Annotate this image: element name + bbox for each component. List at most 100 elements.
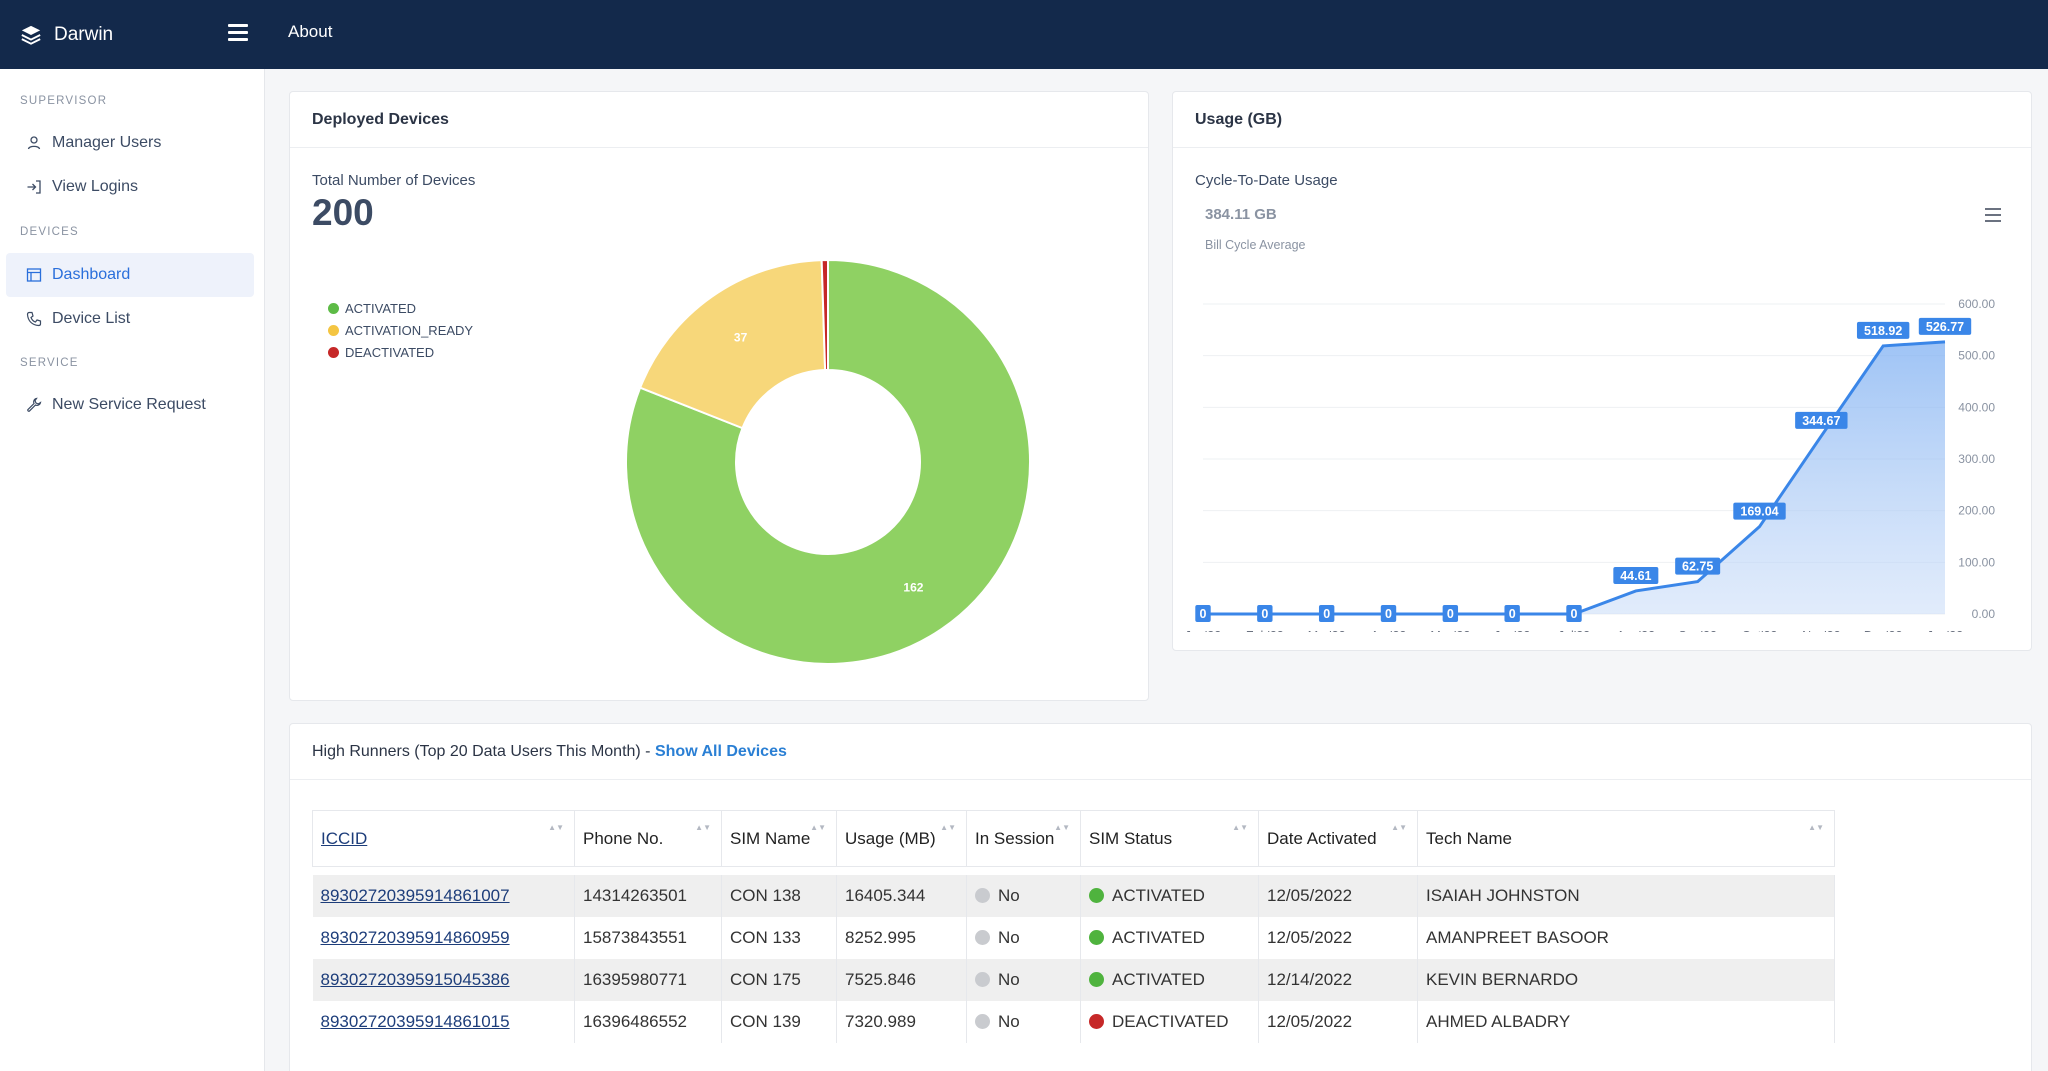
- usage-data-label[interactable]: 0: [1504, 605, 1520, 622]
- iccid-link[interactable]: 89302720395914861015: [320, 1011, 510, 1031]
- data-label-text: 0: [1261, 607, 1268, 621]
- donut-slice-deactivated[interactable]: [820, 258, 829, 372]
- usage-data-label[interactable]: 44.61: [1613, 566, 1659, 584]
- deployed-devices-card: Deployed Devices Total Number of Devices…: [289, 91, 1149, 701]
- usage-data-label[interactable]: 344.67: [1795, 411, 1848, 429]
- data-label-box: [1195, 605, 1211, 622]
- session-dot: [975, 971, 990, 987]
- usage-data-label[interactable]: 0: [1257, 605, 1273, 622]
- y-tick-label: 200.00: [1958, 504, 1995, 518]
- y-tick-label: 100.00: [1958, 555, 1995, 569]
- cell-tech-name: AMANPREET BASOOR: [1417, 916, 1835, 959]
- show-all-devices-link[interactable]: Show All Devices: [654, 742, 787, 760]
- donut-slice-activation-ready[interactable]: [638, 259, 827, 430]
- status-label: ACTIVATED: [1112, 927, 1205, 947]
- col-header-sim-status[interactable]: SIM Status ▲▼: [1080, 810, 1259, 867]
- cell-usage: 7525.846: [836, 958, 967, 1001]
- legend-item-activation-ready[interactable]: ACTIVATION_READY: [328, 319, 473, 341]
- usage-data-label[interactable]: 0: [1318, 605, 1335, 622]
- sort-icon: ▲▼: [548, 823, 564, 832]
- card-title: Deployed Devices: [290, 92, 1148, 148]
- sidebar-item-device-list[interactable]: Device List: [6, 297, 254, 341]
- sort-icon: ▲▼: [940, 823, 956, 832]
- iccid-link[interactable]: 89302720395914860959: [320, 927, 510, 947]
- iccid-link[interactable]: 89302720395915045386: [320, 969, 510, 989]
- data-label-box: [1566, 605, 1582, 622]
- legend-label: ACTIVATION_READY: [345, 322, 474, 338]
- col-header-usage[interactable]: Usage (MB) ▲▼: [836, 810, 967, 867]
- usage-data-label[interactable]: 0: [1380, 605, 1397, 622]
- sidebar-item-label: Dashboard: [52, 266, 131, 283]
- status-dot: [1089, 971, 1104, 987]
- data-label-text: 0: [1323, 607, 1330, 621]
- data-label-box: [1442, 605, 1459, 622]
- data-label-text: 344.67: [1802, 414, 1840, 428]
- data-label-text: 0: [1571, 607, 1578, 621]
- col-header-phone[interactable]: Phone No. ▲▼: [574, 810, 722, 867]
- status-label: ACTIVATED: [1112, 969, 1205, 989]
- cell-sim-name: CON 133: [721, 916, 837, 959]
- cell-phone: 16395980771: [574, 958, 722, 1001]
- usage-data-label[interactable]: 62.75: [1675, 557, 1721, 575]
- col-header-in-session[interactable]: In Session ▲▼: [966, 810, 1081, 867]
- cell-iccid[interactable]: 89302720395915045386: [312, 958, 575, 1001]
- usage-data-label[interactable]: 526.77: [1918, 317, 1972, 335]
- cell-tech-name: KEVIN BERNARDO: [1417, 958, 1835, 1001]
- cell-phone: 15873843551: [574, 916, 722, 959]
- data-label-text: 0: [1447, 607, 1454, 621]
- x-tick-label: Apr'22: [1371, 629, 1407, 632]
- cell-usage: 16405.344: [836, 874, 967, 917]
- status-label: ACTIVATED: [1112, 885, 1205, 905]
- table-row[interactable]: 89302720395914861007 14314263501 CON 138…: [312, 874, 1835, 917]
- sort-icon: ▲▼: [1808, 823, 1824, 832]
- sidebar-item-new-service-request[interactable]: New Service Request: [6, 383, 254, 427]
- table-row[interactable]: 89302720395915045386 16395980771 CON 175…: [312, 958, 1835, 1001]
- about-link[interactable]: About: [288, 22, 333, 41]
- table-row[interactable]: 89302720395914861015 16396486552 CON 139…: [312, 1000, 1835, 1043]
- y-tick-label: 500.00: [1958, 349, 1995, 363]
- cell-iccid[interactable]: 89302720395914861015: [312, 1000, 575, 1043]
- status-dot: [1089, 887, 1104, 903]
- cell-in-session: No: [966, 916, 1081, 959]
- cell-sim-status: ACTIVATED: [1080, 874, 1259, 917]
- sidebar-item-manager-users[interactable]: Manager Users: [6, 121, 254, 165]
- session-dot: [975, 1013, 990, 1029]
- legend-item-deactivated[interactable]: DEACTIVATED: [328, 341, 473, 363]
- dashboard-icon: [26, 268, 42, 282]
- col-header-iccid[interactable]: ICCID ▲▼: [312, 810, 575, 867]
- menu-toggle-icon[interactable]: [228, 22, 248, 42]
- legend-swatch: [328, 346, 339, 358]
- usage-data-label[interactable]: 0: [1195, 605, 1211, 622]
- brand[interactable]: Darwin: [20, 0, 113, 69]
- table-header-row: ICCID ▲▼ Phone No. ▲▼ SIM Name ▲▼ Usage (MB…: [312, 810, 1835, 867]
- col-header-date-activated[interactable]: Date Activated ▲▼: [1258, 810, 1418, 867]
- iccid-link[interactable]: 89302720395914861007: [320, 885, 510, 905]
- cell-tech-name: ISAIAH JOHNSTON: [1417, 874, 1835, 917]
- table-row[interactable]: 89302720395914860959 15873843551 CON 133…: [312, 916, 1835, 959]
- data-label-text: 62.75: [1682, 560, 1713, 574]
- usage-data-label[interactable]: 0: [1566, 605, 1582, 622]
- usage-data-label[interactable]: 518.92: [1856, 321, 1910, 339]
- data-label-box: [1918, 317, 1972, 335]
- cell-iccid[interactable]: 89302720395914860959: [312, 916, 575, 959]
- sidebar-item-view-logins[interactable]: View Logins: [6, 165, 254, 209]
- x-tick-label: Jun'22: [1494, 629, 1530, 632]
- col-header-sim-name[interactable]: SIM Name ▲▼: [721, 810, 837, 867]
- sidebar-item-dashboard[interactable]: Dashboard: [6, 253, 254, 297]
- col-header-tech-name[interactable]: Tech Name ▲▼: [1417, 810, 1835, 867]
- data-label-box: [1613, 566, 1659, 584]
- cell-sim-name: CON 139: [721, 1000, 837, 1043]
- high-runners-table-wrap: ICCID ▲▼ Phone No. ▲▼ SIM Name ▲▼ Usage (MB…: [312, 810, 1835, 1043]
- usage-data-label[interactable]: 169.04: [1733, 502, 1786, 520]
- section-title-supervisor: SUPERVISOR: [20, 95, 108, 107]
- chart-menu-icon[interactable]: [1985, 208, 2001, 222]
- legend-item-activated[interactable]: ACTIVATED: [328, 297, 473, 319]
- cell-sim-status: ACTIVATED: [1080, 958, 1259, 1001]
- cell-iccid[interactable]: 89302720395914861007: [312, 874, 575, 917]
- usage-data-label[interactable]: 0: [1442, 605, 1459, 622]
- col-header-label: Phone No.: [583, 828, 664, 848]
- cell-sim-status: ACTIVATED: [1080, 916, 1259, 959]
- donut-slice-activated[interactable]: [625, 258, 1031, 665]
- high-runners-header: High Runners (Top 20 Data Users This Mon…: [290, 724, 2031, 780]
- session-label: No: [998, 885, 1020, 905]
